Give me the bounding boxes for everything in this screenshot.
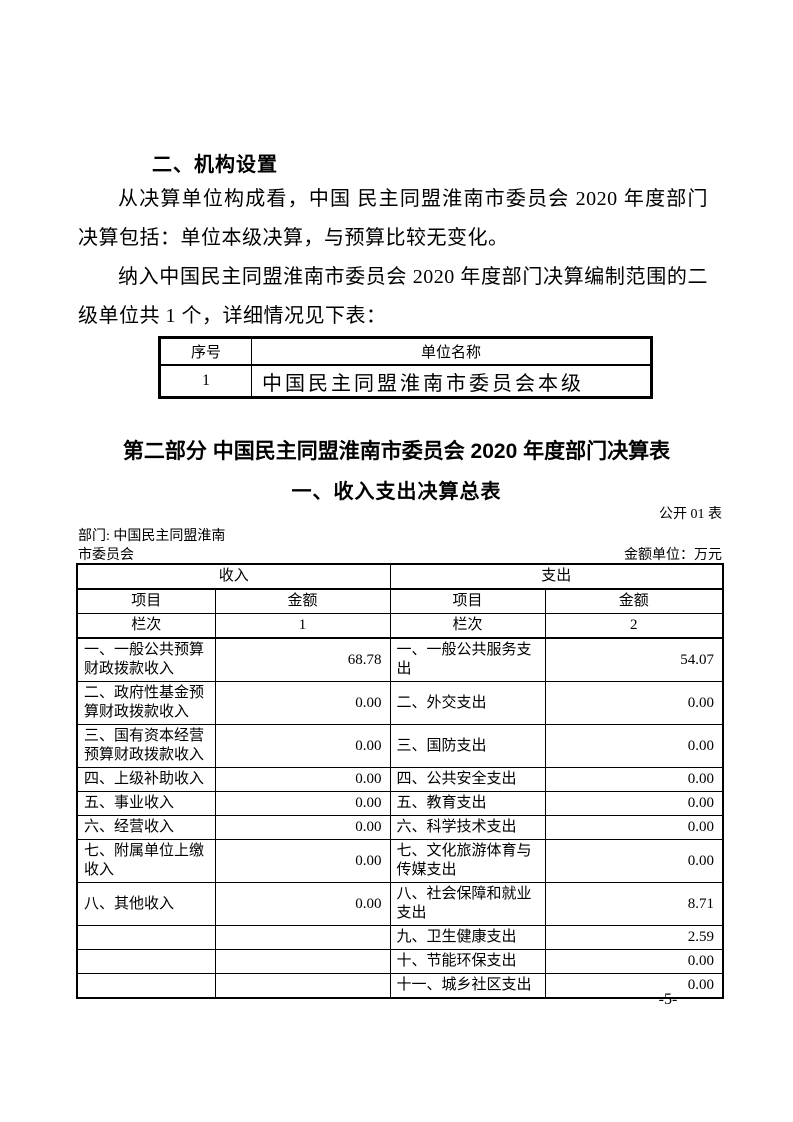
expense-amount-cell: 0.00 [544, 973, 724, 999]
expense-group-header: 支出 [389, 563, 724, 590]
part2-title: 第二部分 中国民主同盟淮南市委员会 2020 年度部门决算表 [122, 440, 671, 463]
expense-item-cell: 八、社会保障和就业支出 [389, 882, 546, 926]
expense-item-cell: 六、科学技术支出 [389, 815, 546, 840]
income-amount-cell: 0.00 [214, 815, 391, 840]
units-col-seq-header: 序号 [159, 337, 252, 366]
table-row: 九、卫生健康支出 2.59 [76, 925, 724, 950]
table-code-label: 公开 01 表 [659, 507, 722, 522]
income-amount-header: 金额 [214, 588, 391, 614]
expense-item-cell: 三、国防支出 [389, 724, 546, 768]
income-amount-cell [214, 973, 391, 999]
income-amount-cell: 0.00 [214, 681, 391, 725]
table-row: 十一、城乡社区支出 0.00 [76, 973, 724, 999]
income-item-cell: 三、国有资本经营预算财政拨款收入 [76, 724, 216, 768]
group-header-row: 收入 支出 [76, 563, 724, 590]
expense-item-cell: 七、文化旅游体育与传媒支出 [389, 839, 546, 883]
income-item-cell: 四、上级补助收入 [76, 767, 216, 792]
table-row: 五、事业收入 0.00 五、教育支出 0.00 [76, 791, 724, 816]
income-amount-cell [214, 925, 391, 950]
expense-amount-cell: 0.00 [544, 681, 724, 725]
expense-amount-cell: 0.00 [544, 949, 724, 974]
income-item-header: 项目 [76, 588, 216, 614]
unit-seq-cell: 1 [159, 364, 252, 398]
income-item-cell [76, 949, 216, 974]
table-row: 七、附属单位上缴收入 0.00 七、文化旅游体育与传媒支出 0.00 [76, 839, 724, 883]
income-item-cell: 二、政府性基金预算财政拨款收入 [76, 681, 216, 725]
income-item-cell: 八、其他收入 [76, 882, 216, 926]
expense-item-cell: 九、卫生健康支出 [389, 925, 546, 950]
expense-item-cell: 四、公共安全支出 [389, 767, 546, 792]
expense-amount-cell: 2.59 [544, 925, 724, 950]
expense-amount-cell: 0.00 [544, 815, 724, 840]
expense-item-cell: 十、节能环保支出 [389, 949, 546, 974]
units-col-name-header: 单位名称 [251, 337, 652, 366]
paragraph-org-composition: 从决算单位构成看，中国 民主同盟淮南市委员会 2020 年度部门决算包括：单位本… [78, 188, 708, 249]
section-heading: 二、机构设置 [152, 154, 278, 176]
income-amount-cell: 0.00 [214, 882, 391, 926]
expense-amount-cell: 8.71 [544, 882, 724, 926]
units-table: 序号 单位名称 1 中国民主同盟淮南市委员会本级 [158, 336, 653, 399]
expense-amount-cell: 54.07 [544, 637, 724, 682]
table-row: 二、政府性基金预算财政拨款收入 0.00 二、外交支出 0.00 [76, 681, 724, 725]
table-row: 四、上级补助收入 0.00 四、公共安全支出 0.00 [76, 767, 724, 792]
income-amount-cell: 68.78 [214, 637, 391, 682]
income-col-number: 1 [214, 613, 391, 639]
expense-amount-cell: 0.00 [544, 724, 724, 768]
unit-name-cell: 中国民主同盟淮南市委员会本级 [251, 364, 652, 398]
income-item-cell: 六、经营收入 [76, 815, 216, 840]
income-amount-cell [214, 949, 391, 974]
income-index-label: 栏次 [76, 613, 216, 639]
table-row: 一、一般公共预算财政拨款收入 68.78 一、一般公共服务支出 54.07 [76, 637, 724, 682]
page-number: -5- [658, 991, 678, 1008]
table-row: 八、其他收入 0.00 八、社会保障和就业支出 8.71 [76, 882, 724, 926]
amount-unit-label: 金额单位：万元 [624, 548, 722, 563]
column-index-row: 栏次 1 栏次 2 [76, 613, 724, 639]
expense-item-cell: 五、教育支出 [389, 791, 546, 816]
expense-amount-header: 金额 [544, 588, 724, 614]
income-amount-cell: 0.00 [214, 767, 391, 792]
income-item-cell: 七、附属单位上缴收入 [76, 839, 216, 883]
expense-amount-cell: 0.00 [544, 839, 724, 883]
part2-subtitle: 一、收入支出决算总表 [291, 481, 502, 503]
income-item-cell [76, 925, 216, 950]
expense-index-label: 栏次 [389, 613, 546, 639]
income-item-cell: 五、事业收入 [76, 791, 216, 816]
units-table-header-row: 序号 单位名称 [159, 337, 652, 366]
units-table-row: 1 中国民主同盟淮南市委员会本级 [159, 364, 652, 398]
income-amount-cell: 0.00 [214, 839, 391, 883]
expense-item-cell: 一、一般公共服务支出 [389, 637, 546, 682]
department-label: 部门: 中国民主同盟淮南市委员会 [78, 529, 226, 563]
income-amount-cell: 0.00 [214, 791, 391, 816]
expense-item-cell: 二、外交支出 [389, 681, 546, 725]
table-row: 六、经营收入 0.00 六、科学技术支出 0.00 [76, 815, 724, 840]
income-item-cell [76, 973, 216, 999]
expense-amount-cell: 0.00 [544, 791, 724, 816]
expense-col-number: 2 [544, 613, 724, 639]
income-group-header: 收入 [76, 563, 391, 590]
table-row: 十、节能环保支出 0.00 [76, 949, 724, 974]
expense-amount-cell: 0.00 [544, 767, 724, 792]
paragraph-units-scope: 纳入中国民主同盟淮南市委员会 2020 年度部门决算编制范围的二级单位共 1 个… [78, 266, 708, 327]
table-row: 三、国有资本经营预算财政拨款收入 0.00 三、国防支出 0.00 [76, 724, 724, 768]
column-header-row: 项目 金额 项目 金额 [76, 588, 724, 614]
income-expense-summary-table: 收入 支出 项目 金额 项目 金额 栏次 1 栏次 2 一、一般公共预算财政拨款… [76, 563, 725, 999]
expense-item-header: 项目 [389, 588, 546, 614]
income-item-cell: 一、一般公共预算财政拨款收入 [76, 637, 216, 682]
expense-item-cell: 十一、城乡社区支出 [389, 973, 546, 999]
income-amount-cell: 0.00 [214, 724, 391, 768]
